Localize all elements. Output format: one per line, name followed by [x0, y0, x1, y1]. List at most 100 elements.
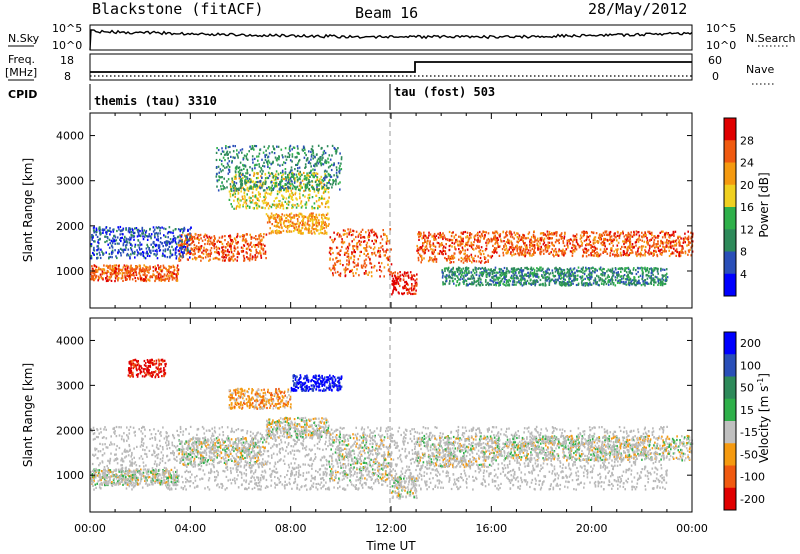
scatter-cell [250, 237, 253, 240]
scatter-cell [479, 271, 481, 274]
scatter-cell [309, 217, 312, 221]
scatter-cell [259, 239, 262, 242]
scatter-cell [131, 234, 133, 237]
scatter-cell [463, 276, 465, 279]
scatter-cell [575, 283, 578, 287]
scatter-cell [113, 235, 115, 238]
scatter-cell [220, 240, 223, 244]
scatter-cell [459, 278, 461, 281]
scatter-cell [380, 246, 382, 249]
scatter-cell [145, 268, 147, 271]
scatter-cell [255, 181, 258, 184]
scatter-cell [321, 187, 324, 190]
scatter-cell [171, 240, 173, 243]
scatter-cell [684, 232, 686, 235]
scatter-cell [135, 270, 137, 273]
scatter-cell [200, 245, 203, 248]
scatter-cell [132, 228, 134, 232]
scatter-cell [235, 205, 238, 208]
scatter-cell [596, 247, 598, 250]
scatter-cell [360, 234, 362, 237]
scatter-cell [505, 251, 507, 255]
scatter-cell [181, 256, 184, 259]
scatter-cell [301, 173, 303, 176]
scatter-cell [176, 273, 178, 276]
scatter-cell [141, 279, 144, 282]
scatter-cell [280, 221, 282, 224]
scatter-cell [220, 170, 222, 173]
scatter-cell [137, 233, 140, 236]
scatter-cell [335, 257, 337, 260]
scatter-cell [609, 235, 612, 238]
scatter-cell [119, 233, 121, 236]
scatter-cell [222, 255, 224, 258]
scatter-cell [531, 247, 534, 251]
scatter-cell [444, 236, 446, 239]
scatter-cell [240, 246, 243, 249]
scatter-cell [288, 171, 291, 175]
scatter-cell [416, 278, 418, 281]
scatter-cell [590, 267, 593, 270]
scatter-cell [601, 243, 604, 247]
scatter-cell [367, 236, 369, 239]
scatter-cell [650, 275, 652, 278]
scatter-cell [189, 249, 191, 252]
scatter-cell [277, 203, 279, 206]
scatter-cell [314, 163, 316, 166]
scatter-cell [129, 265, 132, 268]
scatter-cell [122, 251, 125, 254]
scatter-cell [213, 244, 215, 247]
scatter-cell [612, 238, 614, 241]
scatter-cell [525, 237, 528, 240]
scatter-cell [239, 180, 242, 183]
scatter-cell [427, 236, 429, 239]
scatter-cell [352, 274, 355, 277]
scatter-cell [661, 240, 663, 244]
scatter-cell [334, 237, 336, 240]
scatter-cell [378, 251, 381, 254]
scatter-cell [273, 147, 275, 150]
scatter-cell [442, 247, 444, 250]
scatter-cell [249, 254, 251, 257]
scatter-cell [128, 274, 131, 277]
scatter-cell [148, 248, 150, 251]
scatter-cell [640, 284, 643, 287]
scatter-cell [159, 265, 162, 268]
scatter-cell [304, 184, 307, 187]
scatter-cell [626, 235, 628, 238]
scatter-cell [292, 184, 295, 187]
scatter-cell [288, 182, 290, 185]
scatter-cell [493, 235, 495, 238]
scatter-cell [417, 259, 420, 262]
scatter-cell [160, 237, 162, 240]
scatter-cell [296, 175, 298, 179]
scatter-cell [186, 247, 189, 250]
scatter-cell [523, 242, 525, 245]
scatter-cell [205, 251, 207, 254]
scatter-cell [328, 179, 330, 182]
scatter-cell [176, 245, 178, 248]
scatter-cell [136, 228, 139, 231]
scatter-cell [141, 268, 144, 272]
scatter-cell [306, 172, 308, 175]
scatter-cell [111, 245, 113, 248]
scatter-cell [129, 236, 131, 239]
scatter-cell [148, 254, 151, 258]
scatter-cell [611, 241, 613, 244]
scatter-cell [245, 157, 248, 160]
scatter-cell [393, 288, 395, 291]
scatter-cell [210, 251, 213, 254]
scatter-cell [306, 157, 309, 160]
scatter-cell [245, 207, 248, 210]
scatter-cell [320, 164, 323, 167]
scatter-cell [92, 235, 94, 238]
scatter-cell [186, 252, 189, 255]
scatter-cell [147, 235, 149, 238]
scatter-cell [198, 238, 200, 241]
scatter-cell [547, 244, 549, 247]
scatter-cell [107, 265, 110, 268]
scatter-cell [483, 256, 486, 259]
scatter-cell [250, 187, 253, 190]
scatter-cell [643, 279, 646, 282]
scatter-cell [291, 221, 294, 224]
